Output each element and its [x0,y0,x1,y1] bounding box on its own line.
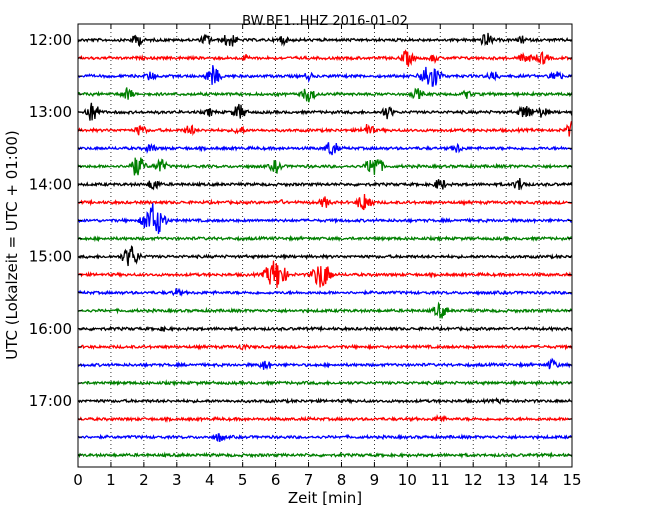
y-tick-label: 14:00 [29,175,72,193]
x-tick-label: 3 [172,471,182,489]
x-axis-label: Zeit [min] [288,489,362,507]
x-tick-label: 9 [370,471,380,489]
seismic-trace [77,245,573,267]
x-tick-label: 5 [238,471,248,489]
seismic-trace [77,287,573,297]
seismic-trace [77,324,573,333]
trace-layer [77,32,573,459]
x-tick-label: 1 [106,471,116,489]
x-tick-label: 0 [73,471,83,489]
x-tick-label: 11 [431,471,450,489]
seismic-trace [77,413,573,423]
seismic-trace [77,433,573,442]
seismic-trace [77,203,573,234]
y-tick-label: 12:00 [29,31,72,49]
seismic-trace [77,343,573,351]
seismic-trace [77,451,573,459]
seismic-trace [77,260,573,288]
seismic-trace [77,379,573,387]
x-tick-label: 4 [205,471,215,489]
y-tick-label: 15:00 [29,248,72,266]
seismic-trace [77,142,573,156]
x-tick-label: 12 [464,471,483,489]
y-tick-label: 17:00 [29,392,72,410]
seismic-trace [77,301,573,319]
x-tick-label: 2 [139,471,149,489]
x-tick-label: 15 [562,471,581,489]
x-tick-label: 13 [497,471,516,489]
seismic-trace [77,234,573,243]
seismic-trace [77,102,573,121]
x-tick-label: 7 [304,471,314,489]
seismic-trace [77,178,573,191]
chart-title: BW.BE1..HHZ 2016-01-02 [242,14,408,29]
y-tick-label: 13:00 [29,103,72,121]
y-tick-label: 16:00 [29,320,72,338]
plot-frame [77,23,573,468]
x-tick-label: 14 [530,471,549,489]
x-tick-label: 10 [398,471,417,489]
seismic-trace [77,121,573,137]
tick-layer: 0 1 2 3 4 5 6 7 8 9 10 11 12 13 14 1512:0013:0014:0015:… [29,24,582,489]
y-axis-label: UTC (Lokalzeit = UTC + 01:00) [3,130,21,360]
x-tick-label: 8 [337,471,347,489]
seismic-trace [77,87,573,103]
seismic-trace [77,49,573,67]
seismic-trace [77,65,573,87]
seismic-trace [77,32,573,48]
seismic-trace [77,193,573,211]
x-tick-label: 6 [271,471,281,489]
seismic-trace [77,157,573,176]
seismic-trace [77,396,573,405]
seismic-trace [77,357,573,371]
